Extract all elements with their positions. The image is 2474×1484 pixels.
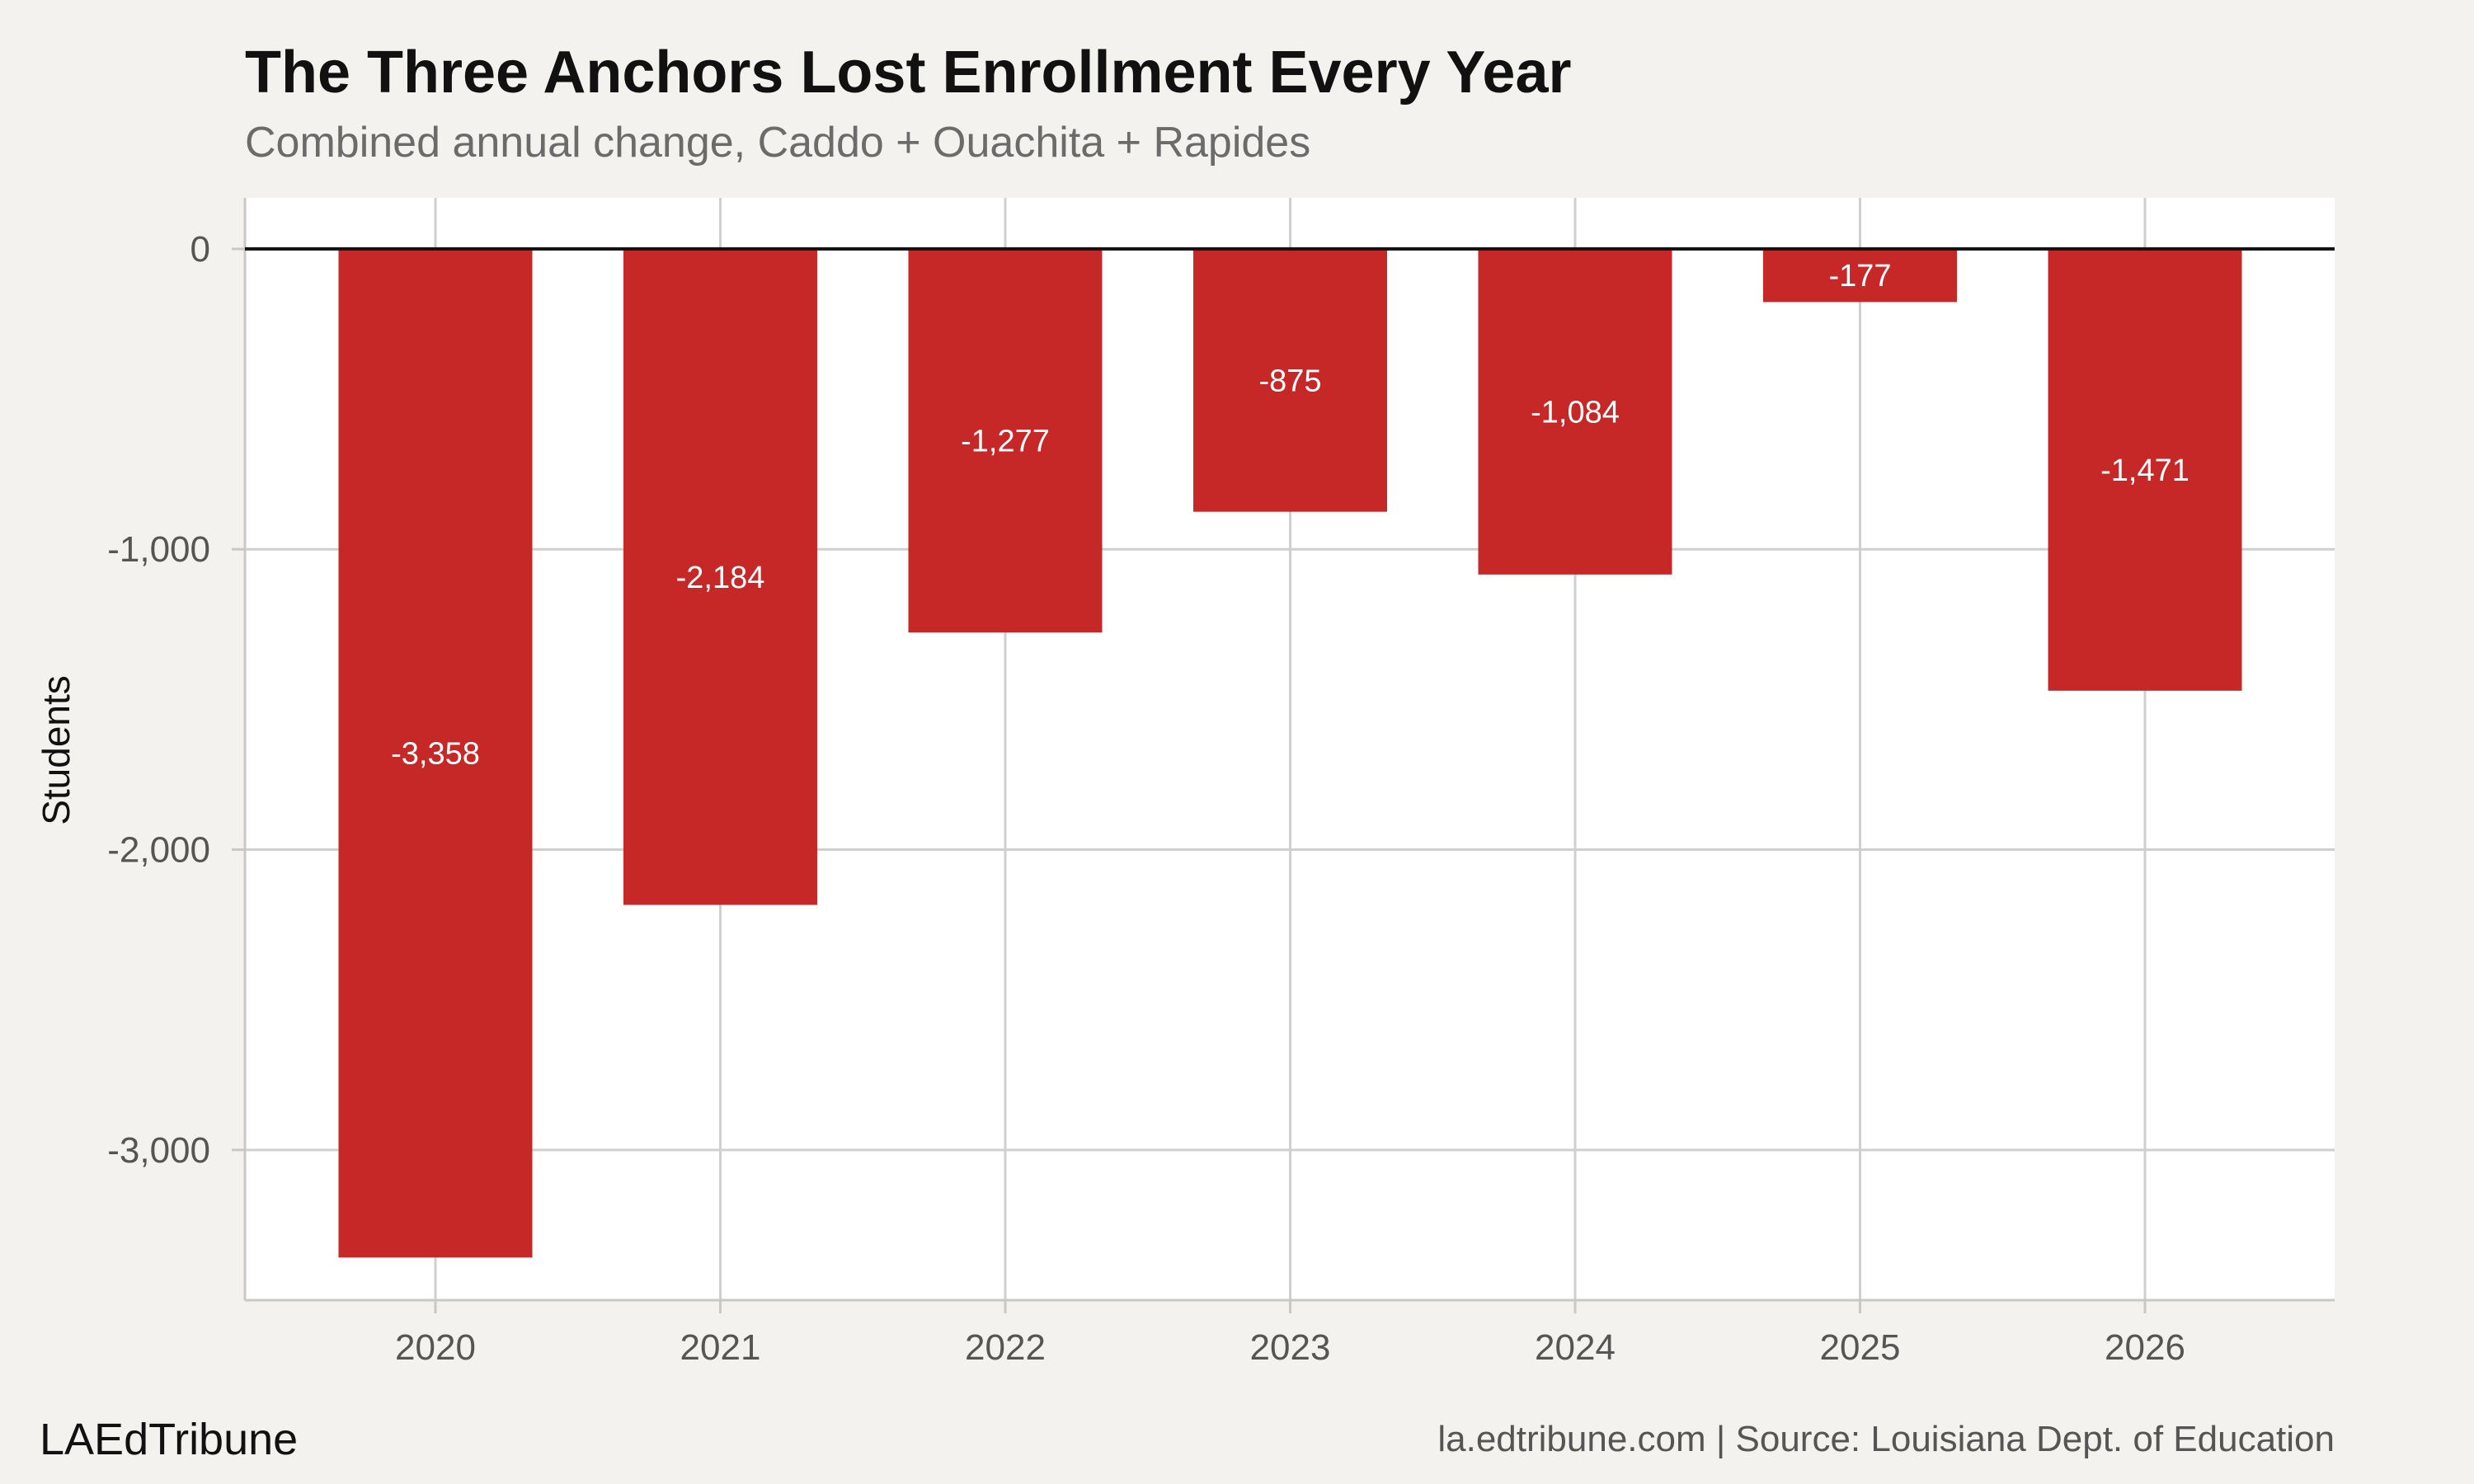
- bar-2022: [908, 248, 1103, 633]
- bar-2020: [338, 248, 533, 1258]
- x-tick-label: 2025: [1820, 1327, 1901, 1368]
- y-axis-label: Students: [35, 675, 78, 825]
- bar-value-label: -3,358: [391, 737, 480, 772]
- bar-2025: [1763, 248, 1957, 303]
- bar-value-label: -1,471: [2100, 453, 2189, 488]
- bar-value-label: -1,084: [1531, 395, 1620, 430]
- y-tick-label: -2,000: [107, 830, 210, 871]
- x-tick-label: 2022: [965, 1327, 1046, 1368]
- y-tick-label: 0: [190, 229, 210, 270]
- x-tick-label: 2024: [1535, 1327, 1616, 1368]
- bar-2024: [1478, 248, 1672, 575]
- x-tick-label: 2026: [2105, 1327, 2185, 1368]
- x-tick-label: 2023: [1250, 1327, 1331, 1368]
- bar-2023: [1193, 248, 1387, 512]
- x-tick-label: 2021: [680, 1327, 761, 1368]
- bars: [338, 248, 2242, 1258]
- x-tick-label: 2020: [395, 1327, 476, 1368]
- bar-2026: [2048, 248, 2242, 691]
- bar-value-label: -875: [1258, 364, 1321, 398]
- y-tick-label: -3,000: [107, 1130, 210, 1171]
- bar-value-label: -177: [1828, 259, 1891, 294]
- y-axis-ticks: 0 -1,000 -2,000 -3,000: [107, 229, 245, 1171]
- brand-logo: LAEdTribune: [40, 1415, 298, 1464]
- chart-subtitle: Combined annual change, Caddo + Ouachita…: [245, 119, 1310, 167]
- y-tick-label: -1,000: [107, 529, 210, 570]
- x-axis-ticks: 2020 2021 2022 2023 2024 2025 2026: [395, 1300, 2185, 1368]
- bar-labels: -3,358 -2,184 -1,277 -875 -1,084 -177 -1,471: [391, 259, 2189, 771]
- bar-value-label: -1,277: [961, 425, 1050, 459]
- chart-title: The Three Anchors Lost Enrollment Every …: [245, 40, 1572, 106]
- source-note: la.edtribune.com | Source: Louisiana Dep…: [1437, 1419, 2335, 1459]
- bar-value-label: -2,184: [676, 561, 765, 595]
- bar-2021: [623, 248, 817, 905]
